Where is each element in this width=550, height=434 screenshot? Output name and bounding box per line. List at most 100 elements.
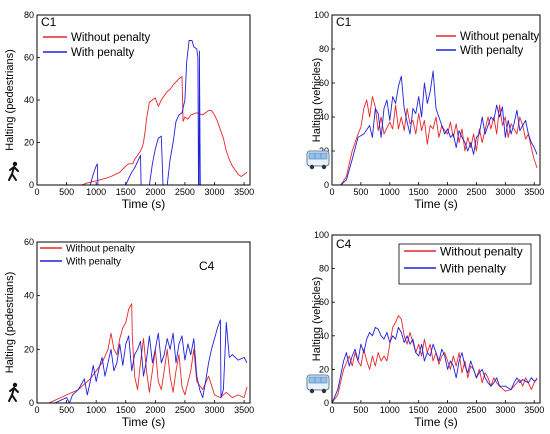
- chart-panel-1: 0 500 1000 1500 2000 2500 3000 3500 0 20 40 60 80 Tim…: [4, 10, 254, 211]
- pedestrian-head: [12, 382, 18, 388]
- legend-label: With penalty: [460, 45, 524, 57]
- x-tick-label: 3500: [524, 187, 544, 197]
- y-tick-label: 40: [319, 112, 329, 122]
- series-line-2: [332, 326, 538, 403]
- y-axis-label: Halting (pedestrians): [4, 49, 16, 151]
- legend-label: Without penalty: [71, 32, 151, 44]
- bus-wheel: [309, 388, 315, 394]
- x-tick-label: 2500: [175, 187, 195, 197]
- x-tick-label: 500: [59, 187, 74, 197]
- x-tick-label: 3000: [495, 187, 515, 197]
- series-group: [332, 315, 538, 403]
- series-line-1: [332, 315, 538, 403]
- x-tick-label: 1500: [409, 187, 429, 197]
- x-tick-label: 0: [329, 187, 334, 197]
- x-tick-label: 1500: [409, 405, 429, 415]
- pedestrian-body: [8, 386, 19, 402]
- legend: Without penalty With penalty: [43, 32, 151, 59]
- x-tick-label: 3000: [495, 405, 515, 415]
- y-tick-label: 80: [319, 264, 329, 274]
- x-tick-label: 1000: [86, 187, 106, 197]
- series-line-1: [37, 76, 248, 185]
- x-tick-label: 3500: [234, 405, 254, 415]
- x-tick-label: 0: [329, 405, 334, 415]
- pedestrian-icon: [8, 161, 19, 181]
- bus-icon: [306, 374, 330, 394]
- y-tick-label: 0: [29, 180, 34, 190]
- y-tick-label: 40: [24, 95, 34, 105]
- bus-wheel: [321, 388, 327, 394]
- x-tick-label: 1500: [116, 405, 136, 415]
- legend-label: With penalty: [440, 261, 506, 275]
- plot-frame: [36, 241, 251, 404]
- plot-frame: [331, 234, 541, 404]
- y-axis-label: Halting (vehicles): [311, 58, 323, 142]
- bus-icon: [306, 150, 330, 170]
- x-tick-label: 2000: [438, 187, 458, 197]
- x-tick-label: 1000: [380, 405, 400, 415]
- panel-tag: C4: [199, 259, 215, 273]
- x-tick-label: 2000: [438, 405, 458, 415]
- y-tick-label: 0: [324, 180, 329, 190]
- chart-panel-2: 0500100015002000250030003500020406080100…: [306, 10, 544, 211]
- bus-wheel: [321, 164, 327, 170]
- panel-tag: C4: [336, 237, 352, 251]
- x-tick-label: 1000: [380, 187, 400, 197]
- x-tick-label: 0: [34, 405, 39, 415]
- series-line-1: [332, 96, 538, 185]
- x-tick-label: 500: [353, 405, 368, 415]
- y-tick-label: 0: [324, 398, 329, 408]
- y-tick-label: 80: [319, 44, 329, 54]
- x-tick-label: 500: [353, 187, 368, 197]
- x-tick-label: 3500: [524, 405, 544, 415]
- pedestrian-head: [12, 161, 18, 167]
- y-tick-label: 60: [319, 297, 329, 307]
- x-tick-label: 2000: [145, 187, 165, 197]
- x-tick-label: 3500: [234, 187, 254, 197]
- series-line-1: [37, 303, 248, 403]
- y-tick-label: 20: [24, 344, 34, 354]
- y-tick-label: 60: [319, 78, 329, 88]
- x-tick-label: 1000: [86, 405, 106, 415]
- y-tick-label: 100: [314, 10, 329, 20]
- y-tick-label: 20: [319, 364, 329, 374]
- y-tick-label: 40: [24, 291, 34, 301]
- series-group: [37, 303, 248, 403]
- panel-tag: C1: [41, 15, 57, 29]
- y-tick-label: 100: [314, 230, 329, 240]
- legend-label: With penalty: [71, 47, 135, 59]
- x-tick-label: 2000: [145, 405, 165, 415]
- legend: Without penalty With penalty: [398, 243, 532, 285]
- series-line-2: [332, 70, 538, 185]
- x-tick-label: 2500: [466, 187, 486, 197]
- x-tick-label: 2500: [175, 405, 195, 415]
- chart-panel-4: 0 500 1000 1500 2000 2500 3000 3500 0 20 40 60 80 100…: [306, 230, 544, 429]
- legend-label: Without penalty: [460, 31, 540, 43]
- bus-windows: [308, 376, 328, 384]
- bus-windows: [308, 152, 328, 160]
- y-axis-label: Halting (pedestrians): [4, 272, 16, 374]
- pedestrian-icon: [8, 382, 19, 402]
- series-group: [332, 70, 538, 185]
- series-group: [37, 40, 250, 185]
- series-line-2: [37, 40, 250, 185]
- legend-label: Without penalty: [440, 244, 523, 258]
- chart-panel-3: 0 500 1000 1500 2000 2500 3000 3500 0 20 40 60 Time …: [4, 237, 254, 429]
- plot-frame: [331, 14, 541, 186]
- pedestrian-body: [8, 165, 19, 181]
- bus-wheel: [309, 164, 315, 170]
- y-tick-label: 40: [319, 331, 329, 341]
- x-tick-label: 0: [34, 187, 39, 197]
- x-axis-label: Time (s): [414, 197, 458, 211]
- y-axis-label: Halting (vehicles): [311, 277, 323, 361]
- x-tick-label: 1500: [116, 187, 136, 197]
- legend-label: Without penalty: [66, 244, 135, 255]
- x-axis-label: Time (s): [122, 415, 166, 429]
- x-tick-label: 3000: [204, 187, 224, 197]
- y-tick-label: 80: [24, 10, 34, 20]
- legend-label: With penalty: [66, 257, 121, 268]
- y-tick-label: 0: [29, 398, 34, 408]
- x-tick-label: 2500: [466, 405, 486, 415]
- series-line-2: [37, 319, 248, 403]
